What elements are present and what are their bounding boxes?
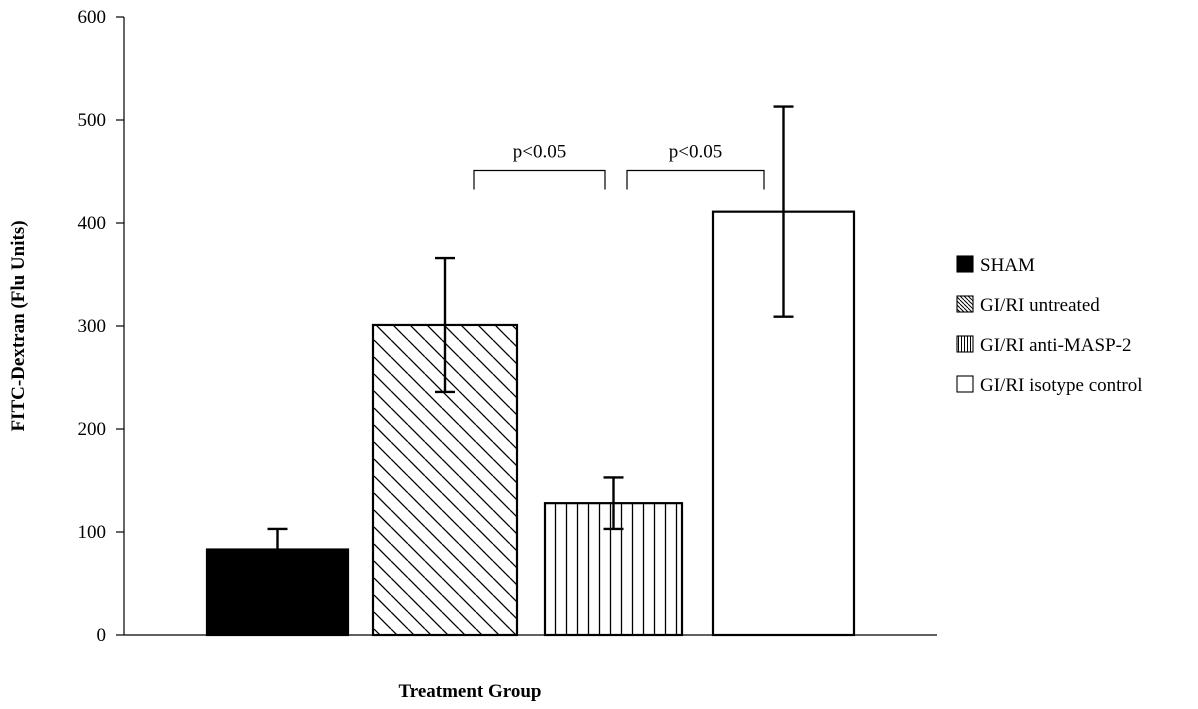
- legend-swatch-4: [956, 375, 974, 393]
- legend-label-3: GI/RI anti-MASP-2: [980, 335, 1131, 356]
- significance-label: p<0.05: [513, 142, 566, 163]
- bar-1: [205, 548, 350, 637]
- significance-bracket: [473, 169, 606, 190]
- y-tick-label: 0: [97, 625, 107, 646]
- legend: SHAM GI/RI untreated GI/RI anti-MASP-2 GI/R…: [956, 255, 1143, 396]
- legend-label-4: GI/RI isotype control: [980, 375, 1143, 396]
- y-tick-label: 400: [78, 213, 107, 234]
- y-tick-label: 100: [78, 522, 107, 543]
- y-tick-label: 300: [78, 316, 107, 337]
- legend-swatch-3: [956, 335, 974, 353]
- y-ticks: 0 100 200 300 400 500 600: [78, 7, 124, 646]
- y-tick-label: 600: [78, 7, 107, 28]
- significance-annotations: p<0.05 p<0.05: [473, 142, 765, 190]
- significance-bracket: [626, 169, 765, 190]
- bars: [205, 210, 856, 637]
- legend-swatch-1: [956, 255, 974, 273]
- y-axis-title: FITC-Dextran (Flu Units): [8, 220, 29, 431]
- error-bars: [267, 105, 794, 550]
- y-tick-label: 200: [78, 419, 107, 440]
- significance-label: p<0.05: [669, 142, 722, 163]
- y-tick-label: 500: [78, 110, 107, 131]
- x-axis-title: Treatment Group: [398, 681, 541, 702]
- legend-label-2: GI/RI untreated: [980, 295, 1100, 316]
- legend-label-1: SHAM: [980, 255, 1035, 276]
- legend-swatch-2: [956, 295, 974, 313]
